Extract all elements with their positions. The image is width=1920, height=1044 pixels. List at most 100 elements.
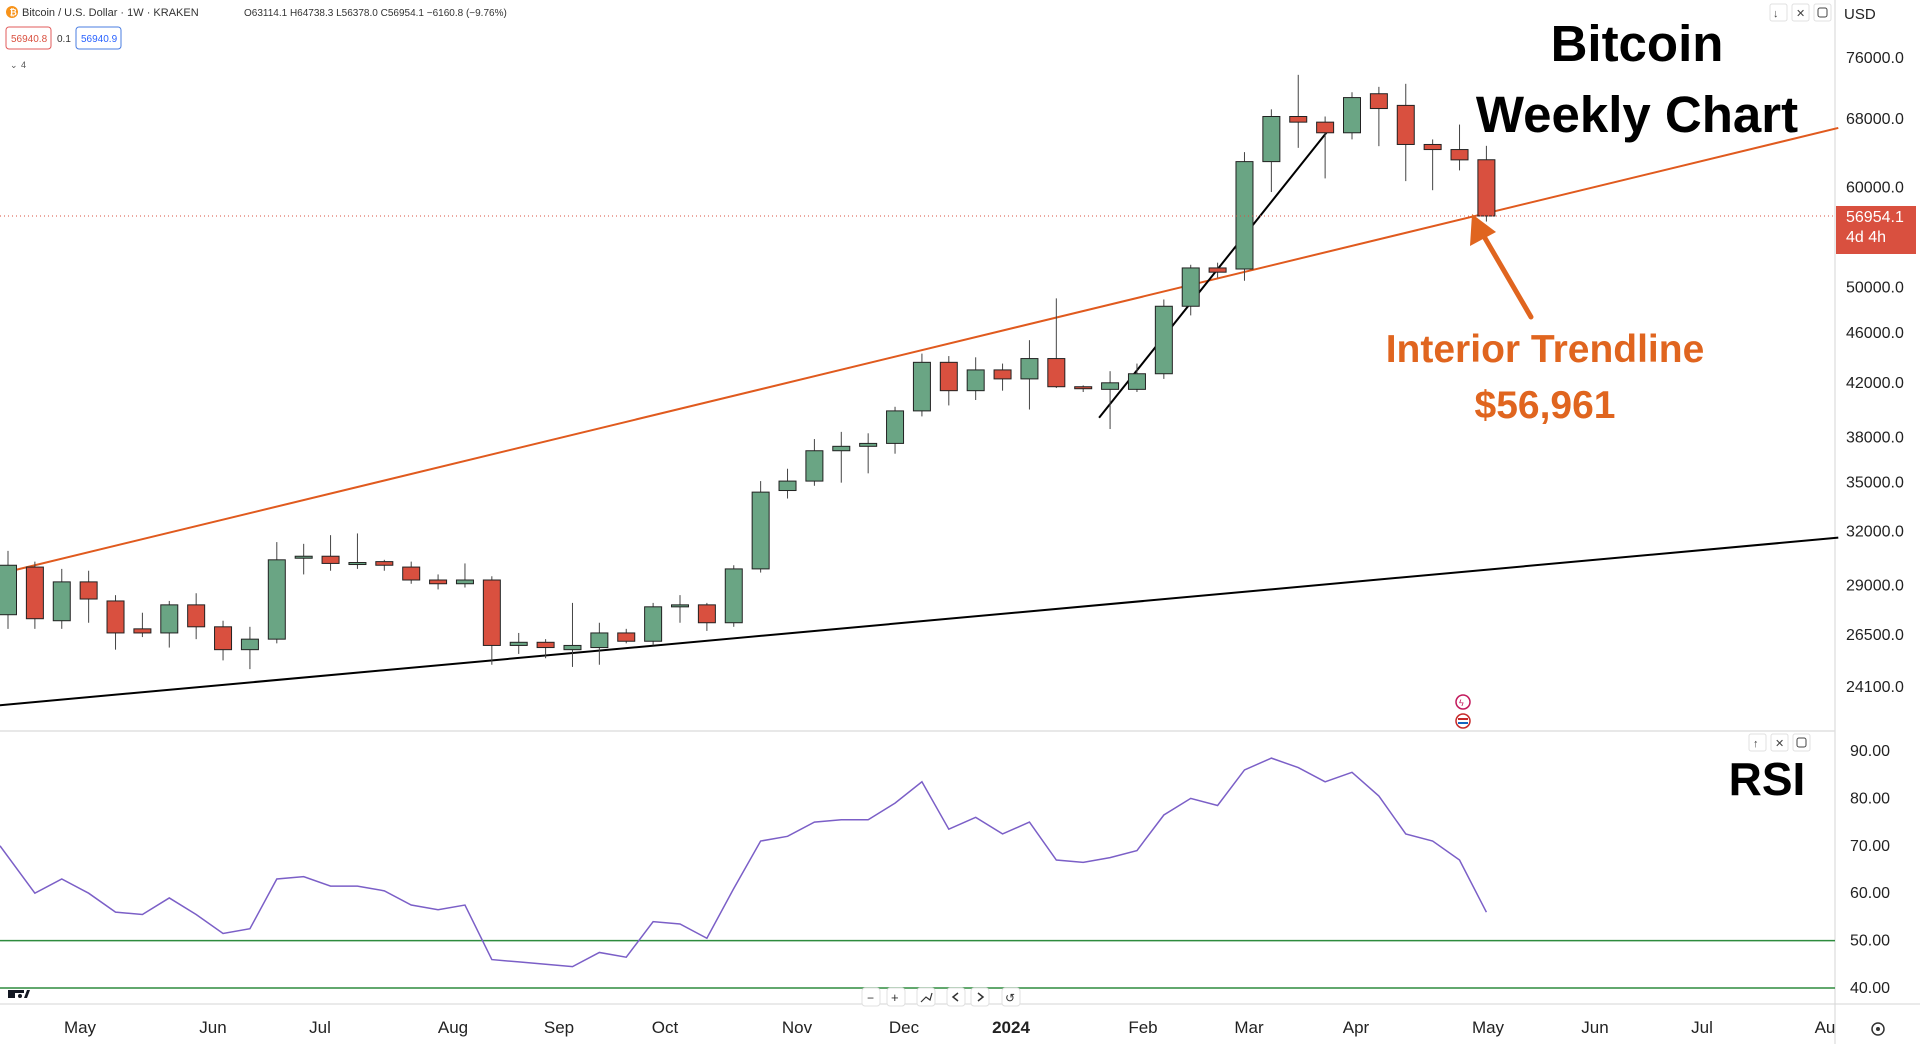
candle [617,628,636,644]
trendlines[interactable] [0,126,1839,707]
flash-event-icon[interactable] [1455,694,1471,710]
time-tick-label: Oct [652,1018,679,1037]
currency-label[interactable]: USD [1844,6,1876,23]
rsi-axis[interactable]: 90.00 80.00 70.00 60.00 50.00 40.00 [1850,743,1890,997]
zoom-toolbar[interactable]: − + ↺ [861,987,1021,1007]
candle [482,576,501,665]
arrow-up-icon: ↑ [1753,738,1759,750]
event-markers[interactable]: ϟ [1455,694,1471,729]
trade-buttons[interactable]: 56940.8 0.1 56940.9 [5,26,122,50]
candles[interactable] [0,74,1496,670]
move-down-button[interactable] [1769,3,1788,22]
settings-icon[interactable] [1871,1022,1885,1036]
bitcoin-icon [6,6,18,18]
main-pane-controls[interactable]: ↓ ✕ [1769,3,1832,22]
candle-body-up [1181,267,1200,307]
candle-body-down [1450,149,1469,161]
candle [509,632,528,654]
candle-body-down [993,369,1012,380]
chevron-right-icon [977,992,985,1002]
candle-body-up [724,568,743,624]
candle-body-down [1477,159,1496,217]
symbol-line[interactable]: Bitcoin / U.S. Dollar · 1W · KRAKEN [22,7,199,19]
candle [240,626,259,670]
time-tick-label: Jun [1581,1018,1608,1037]
candle [52,568,71,629]
close-pane-button[interactable] [1791,3,1810,22]
candle-body-down [429,579,448,585]
candle-body-up [1101,382,1120,390]
time-axis[interactable]: May Jun Jul Aug Sep Oct Nov Dec 2024 Feb Mar Apr May… [64,1018,1835,1037]
reset-button[interactable] [1001,987,1021,1007]
rsi-pane-controls[interactable]: ↑ ✕ [1748,733,1811,752]
candle [993,363,1012,391]
candle [1101,371,1120,430]
candle [590,622,609,665]
countdown: 4d 4h [1846,229,1886,246]
time-tick-label: Aug [438,1018,468,1037]
candle [214,620,233,661]
time-tick-label: Sep [544,1018,574,1037]
candle [805,439,824,486]
candle [1477,145,1496,222]
candle-body-down [79,581,98,600]
candle [348,533,367,569]
scroll-left-button[interactable] [946,987,966,1007]
rsi-maximize-button[interactable] [1792,733,1811,752]
rsi-tick-label: 60.00 [1850,885,1890,902]
candle [321,535,340,571]
plus-icon: + [891,990,899,1005]
candle [859,433,878,474]
price-tick-label: 35000.0 [1846,475,1904,492]
candle [1047,298,1066,389]
rsi-pane[interactable] [0,757,1835,989]
time-tick-label: Nov [782,1018,813,1037]
price-axis[interactable]: 76000.0 68000.0 60000.0 50000.0 46000.0 42000… [1846,50,1904,696]
chevron-left-icon [951,992,959,1002]
price-tick-label: 38000.0 [1846,430,1904,447]
indicators-toggle[interactable]: ⌄ 4 [10,60,26,70]
rsi-label: RSI [1729,753,1806,805]
candle-body-down [1074,386,1093,390]
maximize-button[interactable] [1813,3,1832,22]
reset-icon: ↺ [1005,991,1015,1005]
sell-button[interactable] [5,26,52,50]
candle-body-down [187,604,206,628]
time-tick-label: Dec [889,1018,920,1037]
scroll-right-button[interactable] [970,987,990,1007]
price-tick-label: 68000.0 [1846,111,1904,128]
candle-body-down [133,628,152,634]
rsi-move-up-button[interactable] [1748,733,1767,752]
candle [0,550,17,629]
candle-body-down [617,632,636,642]
time-tick-label: May [64,1018,97,1037]
flash-glyph: ϟ [1459,698,1464,708]
time-tick-label: Jul [309,1018,331,1037]
candle-body-up [1235,161,1254,270]
buy-button[interactable] [75,26,122,50]
economic-event-icon[interactable] [1455,713,1471,729]
maximize-icon [1817,7,1828,18]
rsi-close-button[interactable] [1770,733,1789,752]
candle [1343,92,1361,140]
title-line-2: Weekly Chart [1476,86,1798,143]
close-icon: ✕ [1796,8,1805,20]
collapse-icon[interactable]: ⌄ [10,60,18,70]
zoom-out-button[interactable] [861,987,881,1007]
candle-body-down [1423,143,1442,151]
tradingview-logo-icon[interactable] [8,990,30,998]
candle [536,639,555,659]
candle [1316,116,1335,179]
time-tick-label: Feb [1128,1018,1157,1037]
candle [563,602,582,667]
candle-body-up [912,361,931,412]
symbol-header[interactable]: ₿ Bitcoin / U.S. Dollar · 1W · KRAKEN O6… [6,6,507,19]
candle-body-down [1396,104,1415,145]
candle-body-up [644,606,663,642]
trendline-interior-trendline [0,126,1839,575]
price-tick-label: 26500.0 [1846,627,1904,644]
zoom-in-button[interactable] [886,987,906,1007]
candle-body-down [1316,121,1335,134]
